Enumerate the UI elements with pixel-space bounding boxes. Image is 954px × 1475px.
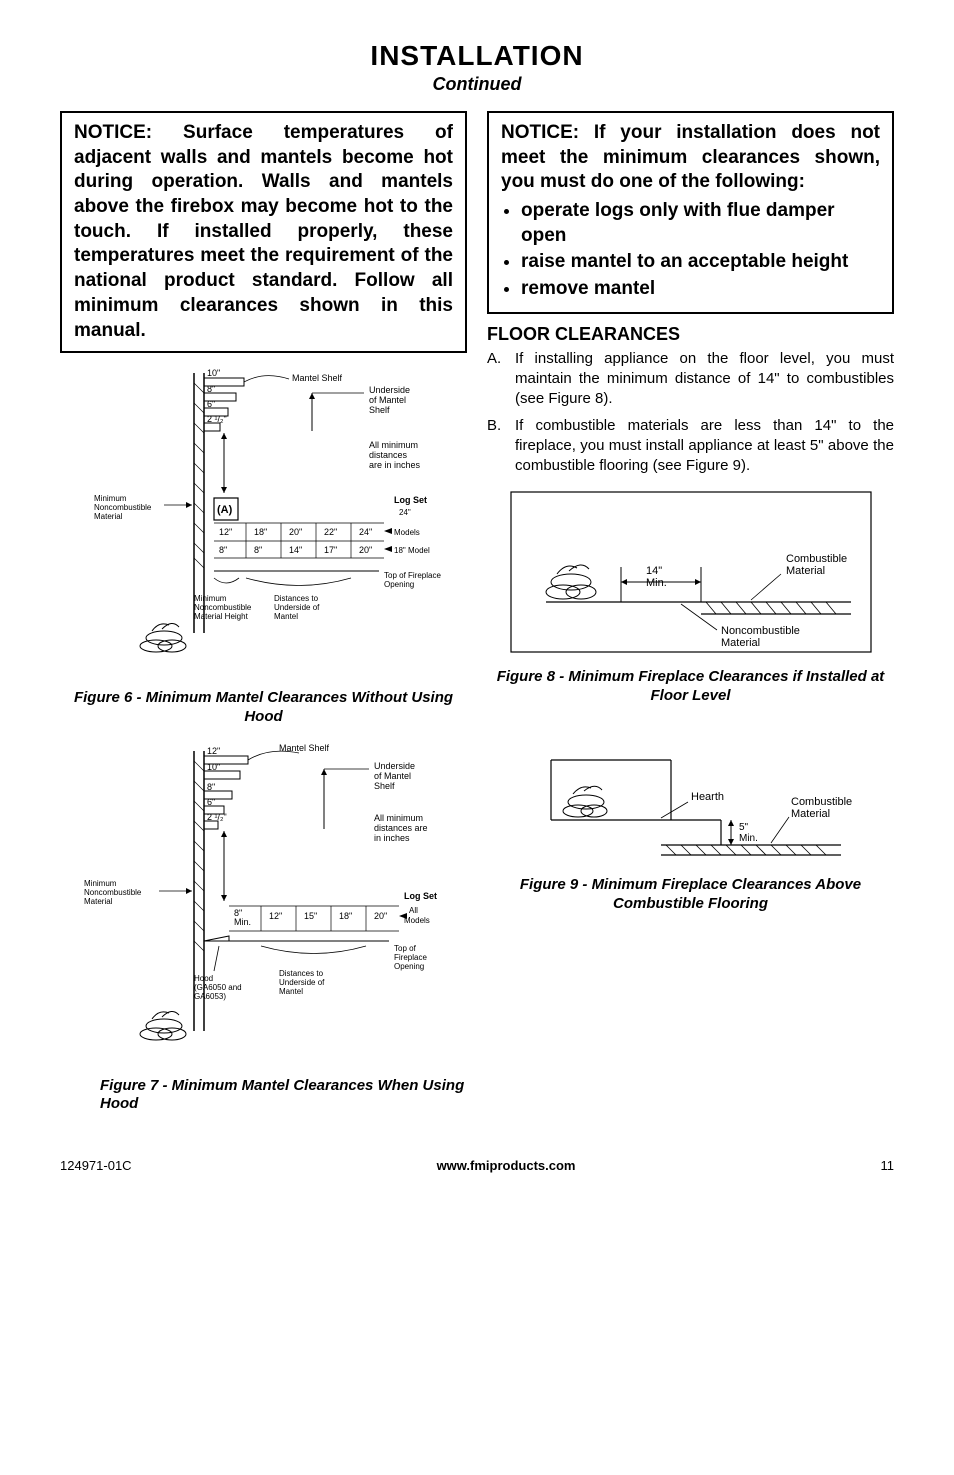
svg-text:18": 18" (254, 527, 267, 537)
svg-text:14": 14" (646, 565, 662, 577)
left-notice-box: NOTICE: Surface temperatures of adjacent… (60, 111, 467, 353)
figure-7-diagram: 12" 10" 8" 6" 2 ¹/₂" Mantel Shelf Unders… (64, 741, 464, 1071)
svg-text:8": 8" (207, 782, 215, 792)
svg-text:(A): (A) (217, 504, 233, 516)
svg-text:2 ¹/₂": 2 ¹/₂" (207, 812, 227, 822)
right-notice-box: NOTICE: If your installation does not me… (487, 111, 894, 314)
svg-text:Undersideof MantelShelf: Undersideof MantelShelf (374, 761, 415, 791)
svg-text:Top of FireplaceOpening: Top of FireplaceOpening (384, 571, 441, 589)
svg-text:CombustibleMaterial: CombustibleMaterial (791, 796, 852, 820)
right-notice-lead: NOTICE: If your installation does not me… (501, 121, 880, 195)
svg-text:Models: Models (404, 916, 430, 925)
svg-text:NoncombustibleMaterial: NoncombustibleMaterial (721, 625, 800, 649)
subheading: Continued (60, 74, 894, 95)
bullet-3: remove mantel (521, 277, 880, 302)
item-b: B. If combustible materials are less tha… (487, 416, 894, 477)
svg-text:20": 20" (359, 545, 372, 555)
svg-text:Log Set: Log Set (404, 891, 437, 901)
svg-text:Undersideof MantelShelf: Undersideof MantelShelf (369, 385, 410, 415)
right-column: NOTICE: If your installation does not me… (487, 111, 894, 1128)
svg-text:12": 12" (269, 911, 282, 921)
svg-text:20": 20" (374, 911, 387, 921)
svg-text:MinimumNoncombustibleMaterial: MinimumNoncombustibleMaterial (84, 879, 142, 906)
bullet-1: operate logs only with flue damper open (521, 199, 880, 248)
svg-text:MinimumNoncombustibleMaterial: MinimumNoncombustibleMaterial Height (194, 594, 252, 621)
svg-text:18": 18" (339, 911, 352, 921)
svg-text:24": 24" (359, 527, 372, 537)
svg-text:Distances toUnderside ofMantel: Distances toUnderside ofMantel (274, 594, 320, 621)
svg-text:All minimumdistancesare in inc: All minimumdistancesare in inches (369, 440, 421, 470)
svg-text:All: All (409, 906, 418, 915)
svg-text:15": 15" (304, 911, 317, 921)
svg-text:24": 24" (399, 508, 411, 517)
svg-text:22": 22" (324, 527, 337, 537)
left-column: NOTICE: Surface temperatures of adjacent… (60, 111, 467, 1128)
svg-text:8"Min.: 8"Min. (234, 908, 251, 927)
floor-clearances-head: FLOOR CLEARANCES (487, 324, 894, 345)
right-bullets: operate logs only with flue damper open … (501, 199, 880, 302)
footer-center: www.fmiproducts.com (437, 1158, 576, 1173)
svg-text:Min.: Min. (646, 577, 667, 589)
footer-right: 11 (880, 1158, 894, 1173)
figure-7-caption: Figure 7 - Minimum Mantel Clearances Whe… (100, 1077, 467, 1115)
svg-text:Models: Models (394, 528, 420, 537)
figure-9-diagram: Hearth 5" Min. CombustibleMaterial (491, 720, 891, 870)
footer-left: 124971-01C (60, 1158, 132, 1173)
svg-text:Hood(GA6050 andGA6053): Hood(GA6050 andGA6053) (194, 974, 242, 1001)
svg-text:Mantel Shelf: Mantel Shelf (292, 373, 343, 383)
main-heading: INSTALLATION (60, 40, 894, 72)
svg-text:10": 10" (207, 762, 220, 772)
figure-6-caption: Figure 6 - Minimum Mantel Clearances Wit… (60, 689, 467, 727)
svg-text:All minimumdistances arein inc: All minimumdistances arein inches (374, 813, 428, 843)
figure-8-diagram: 14" Min. CombustibleMaterial Non (491, 482, 891, 662)
svg-text:8": 8" (207, 384, 215, 394)
left-notice-text: NOTICE: Surface temperatures of adjacent… (74, 121, 453, 343)
svg-text:Mantel Shelf: Mantel Shelf (279, 743, 330, 753)
svg-text:18" Model: 18" Model (394, 546, 430, 555)
svg-text:14": 14" (289, 545, 302, 555)
svg-text:12": 12" (219, 527, 232, 537)
svg-text:Log Set: Log Set (394, 495, 427, 505)
svg-text:Hearth: Hearth (691, 791, 724, 803)
item-a: A. If installing appliance on the floor … (487, 349, 894, 410)
page-footer: 124971-01C www.fmiproducts.com 11 (60, 1158, 894, 1173)
svg-text:17": 17" (324, 545, 337, 555)
svg-text:5": 5" (739, 822, 749, 833)
svg-text:10": 10" (207, 368, 220, 378)
svg-text:8": 8" (254, 545, 262, 555)
svg-text:8": 8" (219, 545, 227, 555)
figure-6-diagram: 10" 8" 6" 2 ¹/₂" Mantel Shelf Undersideo… (64, 363, 464, 683)
figure-8-caption: Figure 8 - Minimum Fireplace Clearances … (487, 668, 894, 706)
svg-text:MinimumNoncombustibleMaterial: MinimumNoncombustibleMaterial (94, 494, 152, 521)
svg-text:Min.: Min. (739, 833, 758, 844)
svg-text:6": 6" (207, 399, 215, 409)
svg-text:Distances toUnderside ofMantel: Distances toUnderside ofMantel (279, 969, 325, 996)
bullet-2: raise mantel to an acceptable height (521, 250, 880, 275)
figure-9-caption: Figure 9 - Minimum Fireplace Clearances … (487, 876, 894, 914)
svg-text:Top ofFireplaceOpening: Top ofFireplaceOpening (394, 944, 427, 971)
svg-text:12": 12" (207, 746, 220, 756)
svg-text:2 ¹/₂": 2 ¹/₂" (207, 414, 227, 424)
svg-text:6": 6" (207, 797, 215, 807)
svg-text:20": 20" (289, 527, 302, 537)
svg-text:CombustibleMaterial: CombustibleMaterial (786, 553, 847, 577)
